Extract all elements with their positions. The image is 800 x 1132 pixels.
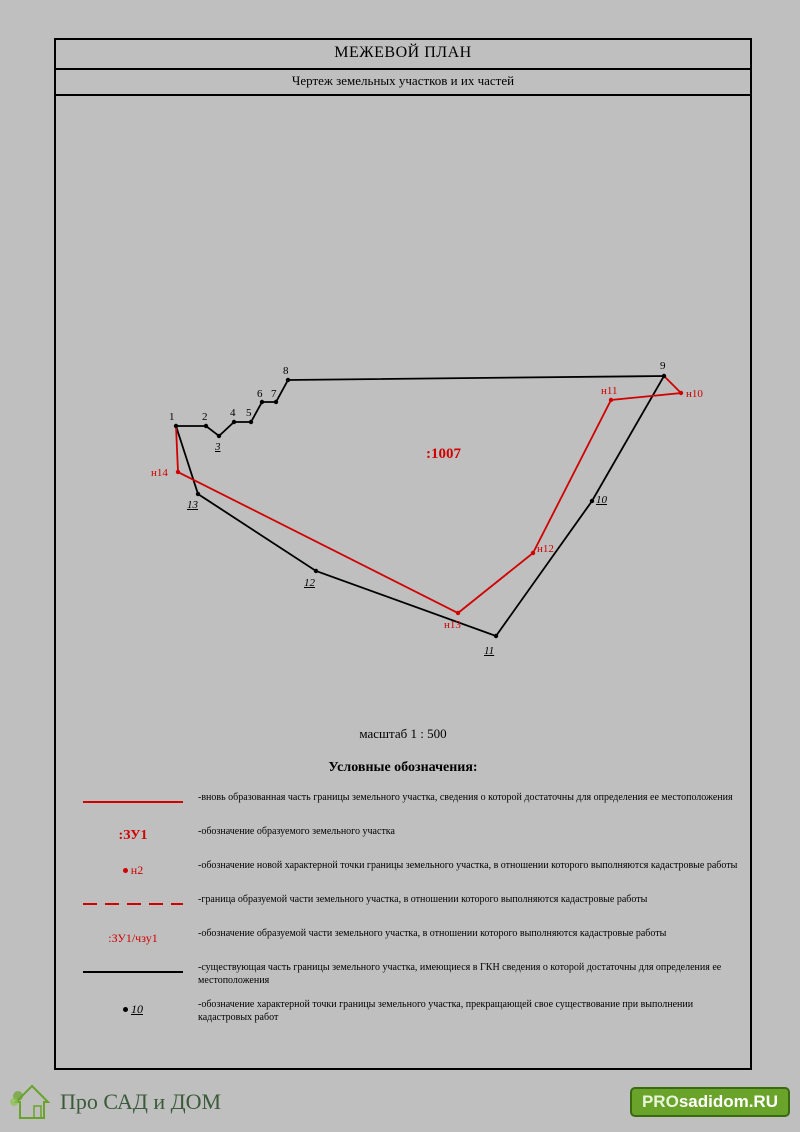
legend-row: :ЗУ1/чзу1-обозначение образуемой части з… bbox=[68, 926, 738, 950]
legend-text: -обозначение характерной точки границы з… bbox=[198, 997, 738, 1024]
footer-logo-left: Про САД и ДОМ bbox=[10, 1082, 221, 1122]
legend-symbol: :ЗУ1/чзу1 bbox=[68, 926, 198, 950]
legend-row: 10-обозначение характерной точки границы… bbox=[68, 997, 738, 1024]
legend: -вновь образованная часть границы земель… bbox=[56, 790, 750, 1024]
legend-symbol bbox=[68, 960, 198, 984]
legend-symbol: н2 bbox=[68, 858, 198, 882]
point-label: н10 bbox=[686, 389, 703, 400]
legend-row: -существующая часть границы земельного у… bbox=[68, 960, 738, 987]
land-plot-svg bbox=[56, 96, 750, 696]
point-label: 11 bbox=[484, 646, 494, 657]
point-label: 2 bbox=[202, 412, 208, 423]
point-label: 5 bbox=[246, 408, 252, 419]
legend-symbol bbox=[68, 790, 198, 814]
legend-text: -обозначение образуемой части земельного… bbox=[198, 926, 738, 941]
legend-row: н2-обозначение новой характерной точки г… bbox=[68, 858, 738, 882]
legend-text: -обозначение новой характерной точки гра… bbox=[198, 858, 738, 873]
legend-row: -вновь образованная часть границы земель… bbox=[68, 790, 738, 814]
point-label: 9 bbox=[660, 361, 666, 372]
footer-logo-right: PROsadidom.RU bbox=[630, 1087, 790, 1117]
legend-row: -граница образуемой части земельного уча… bbox=[68, 892, 738, 916]
point-label: 7 bbox=[271, 389, 277, 400]
footer-left-text: Про САД и ДОМ bbox=[60, 1089, 221, 1115]
legend-text: -вновь образованная часть границы земель… bbox=[198, 790, 738, 805]
house-garden-icon bbox=[10, 1082, 54, 1122]
drawing-area: 12345678910111213н10н11н12н13н14:1007 bbox=[56, 96, 750, 696]
legend-symbol bbox=[68, 892, 198, 916]
point-label: 8 bbox=[283, 366, 289, 377]
point-label: 13 bbox=[187, 500, 198, 511]
legend-text: -граница образуемой части земельного уча… bbox=[198, 892, 738, 907]
point-label: н14 bbox=[151, 468, 168, 479]
point-label: 3 bbox=[215, 442, 221, 453]
footer-right-rest: sadidom.RU bbox=[679, 1092, 778, 1111]
document-sheet: МЕЖЕВОЙ ПЛАН Чертеж земельных участков и… bbox=[54, 38, 752, 1070]
legend-text: -обозначение образуемого земельного учас… bbox=[198, 824, 738, 839]
point-label: 12 bbox=[304, 578, 315, 589]
parcel-label: :1007 bbox=[426, 446, 461, 463]
point-label: н12 bbox=[537, 544, 554, 555]
legend-symbol: 10 bbox=[68, 997, 198, 1021]
point-label: н13 bbox=[444, 620, 461, 631]
point-label: 1 bbox=[169, 412, 175, 423]
legend-symbol: :ЗУ1 bbox=[68, 824, 198, 848]
doc-title: МЕЖЕВОЙ ПЛАН bbox=[56, 40, 750, 70]
legend-text: -существующая часть границы земельного у… bbox=[198, 960, 738, 987]
scale-text: масштаб 1 : 500 bbox=[56, 726, 750, 742]
point-label: 6 bbox=[257, 389, 263, 400]
legend-row: :ЗУ1-обозначение образуемого земельного … bbox=[68, 824, 738, 848]
footer: Про САД и ДОМ PROsadidom.RU bbox=[0, 1078, 800, 1132]
legend-title: Условные обозначения: bbox=[56, 760, 750, 776]
footer-right-pro: PRO bbox=[642, 1092, 679, 1111]
doc-subtitle: Чертеж земельных участков и их частей bbox=[56, 70, 750, 96]
point-label: н11 bbox=[601, 386, 617, 397]
point-label: 4 bbox=[230, 408, 236, 419]
point-label: 10 bbox=[596, 495, 607, 506]
